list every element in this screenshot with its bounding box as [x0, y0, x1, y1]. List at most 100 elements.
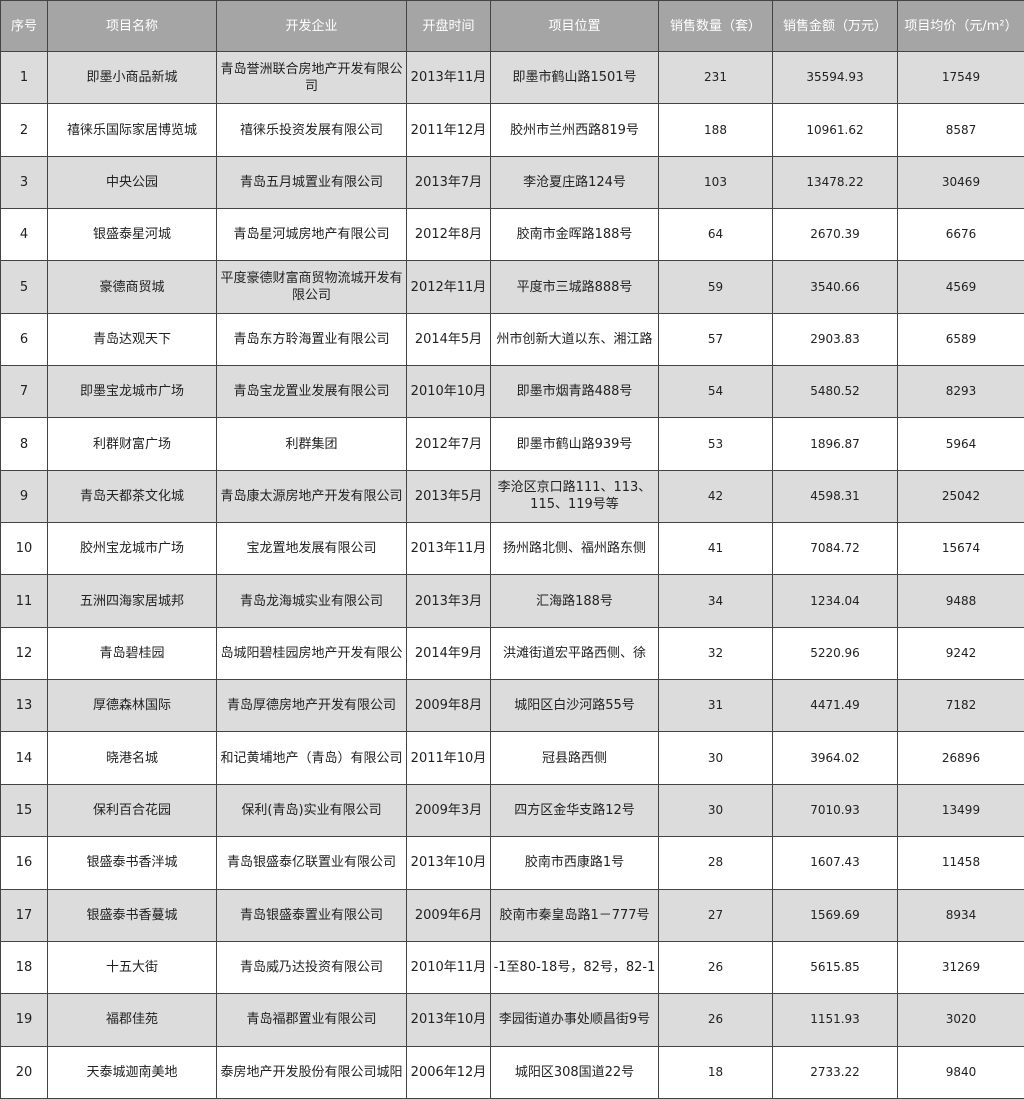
table-cell: 2012年7月 — [406, 417, 491, 471]
table-cell: 2009年8月 — [406, 679, 491, 733]
table-cell: 3540.66 — [772, 260, 898, 314]
table-cell: 2011年12月 — [406, 103, 491, 157]
table-cell: 2013年7月 — [406, 155, 491, 210]
header-cell: 销售数量（套） — [658, 0, 773, 52]
table-cell: 2009年3月 — [406, 783, 491, 838]
table-cell: 中央公园 — [47, 155, 217, 210]
table-row: 4 银盛泰星河城 青岛星河城房地产有限公司 2012年8月 胶南市金晖路188号 64 26… — [0, 208, 1024, 262]
table-cell: 9242 — [897, 626, 1024, 681]
table-cell: 青岛东方聆海置业有限公司 — [216, 312, 407, 367]
table-cell: 2009年6月 — [406, 888, 491, 942]
table-cell: 州市创新大道以东、湘江路 — [490, 312, 659, 367]
table-cell: 13478.22 — [772, 155, 898, 210]
table-cell: 26896 — [897, 731, 1024, 785]
table-cell: 15674 — [897, 522, 1024, 576]
table-cell: 3 — [0, 155, 48, 210]
table-cell: 青岛康太源房地产开发有限公司 — [216, 469, 407, 524]
table-cell: 十五大街 — [47, 940, 217, 995]
table-cell: 李沧区京口路111、113、115、119号等 — [490, 469, 659, 524]
table-cell: 即墨市鹤山路939号 — [490, 417, 659, 471]
table-cell: 城阳区308国道22号 — [490, 1045, 659, 1099]
table-cell: 青岛天都茶文化城 — [47, 469, 217, 524]
table-cell: 胶州市兰州西路819号 — [490, 103, 659, 157]
table-cell: 103 — [658, 155, 773, 210]
table-cell: 2014年5月 — [406, 312, 491, 367]
table-cell: 汇海路188号 — [490, 574, 659, 628]
header-cell: 开发企业 — [216, 0, 407, 52]
header-cell: 序号 — [0, 0, 48, 52]
table-cell: 2010年11月 — [406, 940, 491, 995]
table-cell: 宝龙置地发展有限公司 — [216, 522, 407, 576]
header-cell: 开盘时间 — [406, 0, 491, 52]
table-cell: 17 — [0, 888, 48, 942]
header-cell: 项目位置 — [490, 0, 659, 52]
table-row: 9 青岛天都茶文化城 青岛康太源房地产开发有限公司 2013年5月 李沧区京口路111、… — [0, 469, 1024, 524]
table-cell: 41 — [658, 522, 773, 576]
table-row: 5 豪德商贸城 平度豪德财富商贸物流城开发有限公司 2012年11月 平度市三城路888… — [0, 260, 1024, 314]
table-cell: 青岛厚德房地产开发有限公司 — [216, 679, 407, 733]
table-cell: 城阳区白沙河路55号 — [490, 679, 659, 733]
table-cell: 5964 — [897, 417, 1024, 471]
table-cell: 胶南市金晖路188号 — [490, 208, 659, 262]
table-cell: 2013年11月 — [406, 50, 491, 105]
table-cell: 豪德商贸城 — [47, 260, 217, 314]
table-cell: 18 — [0, 940, 48, 995]
table-cell: 1 — [0, 50, 48, 105]
table-cell: 1569.69 — [772, 888, 898, 942]
table-row: 3 中央公园 青岛五月城置业有限公司 2013年7月 李沧夏庄路124号 103 13478… — [0, 155, 1024, 210]
table-cell: 保利百合花园 — [47, 783, 217, 838]
table-cell: 26 — [658, 940, 773, 995]
table-cell: 53 — [658, 417, 773, 471]
header-cell: 项目名称 — [47, 0, 217, 52]
table-cell: 1607.43 — [772, 836, 898, 890]
table-cell: 2013年3月 — [406, 574, 491, 628]
table-cell: 即墨市烟青路488号 — [490, 365, 659, 419]
table-cell: 青岛龙海城实业有限公司 — [216, 574, 407, 628]
table-cell: 3020 — [897, 993, 1024, 1047]
table-cell: 18 — [658, 1045, 773, 1099]
table-cell: 2013年10月 — [406, 993, 491, 1047]
table-cell: 19 — [0, 993, 48, 1047]
table-cell: 1234.04 — [772, 574, 898, 628]
table-cell: 26 — [658, 993, 773, 1047]
table-cell: 11458 — [897, 836, 1024, 890]
table-cell: 银盛泰星河城 — [47, 208, 217, 262]
table-cell: 2010年10月 — [406, 365, 491, 419]
table-cell: 30 — [658, 783, 773, 838]
table-cell: 4 — [0, 208, 48, 262]
table-row: 12 青岛碧桂园 岛城阳碧桂园房地产开发有限公 2014年9月 洪滩街道宏平路西侧、徐 3… — [0, 626, 1024, 681]
table-cell: 54 — [658, 365, 773, 419]
table-row: 1 即墨小商品新城 青岛誉洲联合房地产开发有限公司 2013年11月 即墨市鹤山路150… — [0, 50, 1024, 105]
table-cell: 16 — [0, 836, 48, 890]
table-cell: 青岛星河城房地产有限公司 — [216, 208, 407, 262]
table-cell: 青岛威乃达投资有限公司 — [216, 940, 407, 995]
table-cell: 13499 — [897, 783, 1024, 838]
table-cell: 11 — [0, 574, 48, 628]
table-cell: 洪滩街道宏平路西侧、徐 — [490, 626, 659, 681]
header-cell: 销售金额（万元） — [772, 0, 898, 52]
table-row: 6 青岛达观天下 青岛东方聆海置业有限公司 2014年5月 州市创新大道以东、湘江路 57… — [0, 312, 1024, 367]
table-cell: 28 — [658, 836, 773, 890]
table-cell: 17549 — [897, 50, 1024, 105]
table-cell: 35594.93 — [772, 50, 898, 105]
table-row: 18 十五大街 青岛威乃达投资有限公司 2010年11月 -1至80-18号，82号，8… — [0, 940, 1024, 995]
table-cell: 64 — [658, 208, 773, 262]
table-cell: 13 — [0, 679, 48, 733]
table-row: 17 银盛泰书香蔓城 青岛银盛泰置业有限公司 2009年6月 胶南市秦皇岛路1－777号… — [0, 888, 1024, 942]
table-cell: 188 — [658, 103, 773, 157]
table-cell: 7 — [0, 365, 48, 419]
table-row: 8 利群财富广场 利群集团 2012年7月 即墨市鹤山路939号 53 1896.87 596… — [0, 417, 1024, 471]
table-cell: 6589 — [897, 312, 1024, 367]
table-cell: 34 — [658, 574, 773, 628]
table-cell: 即墨市鹤山路1501号 — [490, 50, 659, 105]
table-cell: 2006年12月 — [406, 1045, 491, 1099]
table-cell: 5480.52 — [772, 365, 898, 419]
table-cell: 2013年5月 — [406, 469, 491, 524]
table-cell: 20 — [0, 1045, 48, 1099]
table-cell: 5 — [0, 260, 48, 314]
table-cell: 胶南市西康路1号 — [490, 836, 659, 890]
table-cell: 李园街道办事处顺昌街9号 — [490, 993, 659, 1047]
table-cell: 即墨宝龙城市广场 — [47, 365, 217, 419]
